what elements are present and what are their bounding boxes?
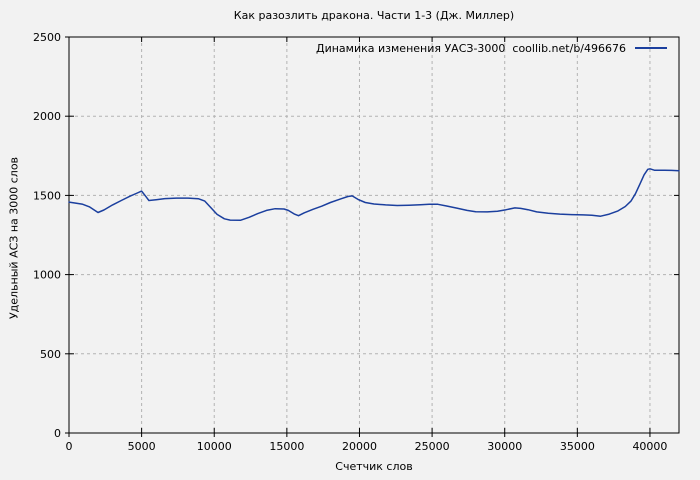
y-tick-label: 2000 [33, 110, 61, 123]
y-tick-label: 0 [54, 427, 61, 440]
x-tick-label: 30000 [487, 440, 522, 453]
data-line [68, 168, 680, 222]
x-tick-label: 20000 [342, 440, 377, 453]
y-tick-label: 1500 [33, 189, 61, 202]
x-tick-label: 10000 [197, 440, 232, 453]
x-tick-label: 35000 [560, 440, 595, 453]
x-tick-label: 40000 [632, 440, 667, 453]
legend-line-swatch-icon [635, 47, 667, 49]
legend-label: Динамика изменения УАСЗ-3000 coollib.net… [316, 41, 626, 55]
y-tick-label: 2500 [33, 31, 61, 44]
y-tick-label: 500 [40, 348, 61, 361]
x-axis-title: Счетчик слов [335, 460, 413, 473]
x-tick-label: 5000 [128, 440, 156, 453]
plot-border [68, 36, 680, 434]
x-tick-label: 15000 [269, 440, 304, 453]
y-axis-title: Удельный АСЗ на 3000 слов [7, 156, 21, 320]
y-tick-label: 1000 [33, 269, 61, 282]
x-tick-label: 25000 [415, 440, 450, 453]
legend: Динамика изменения УАСЗ-3000 coollib.net… [316, 41, 667, 55]
chart-title: Как разозлить дракона. Части 1-3 (Дж. Ми… [233, 9, 515, 22]
x-tick-label: 0 [66, 440, 73, 453]
